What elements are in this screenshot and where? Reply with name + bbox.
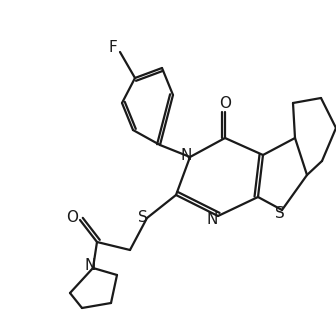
Text: N: N — [206, 213, 218, 228]
Text: S: S — [138, 211, 148, 225]
Text: N: N — [84, 258, 96, 273]
Text: O: O — [219, 95, 231, 110]
Text: O: O — [66, 211, 78, 225]
Text: S: S — [275, 206, 285, 220]
Text: N: N — [180, 147, 192, 162]
Text: F: F — [109, 40, 117, 55]
